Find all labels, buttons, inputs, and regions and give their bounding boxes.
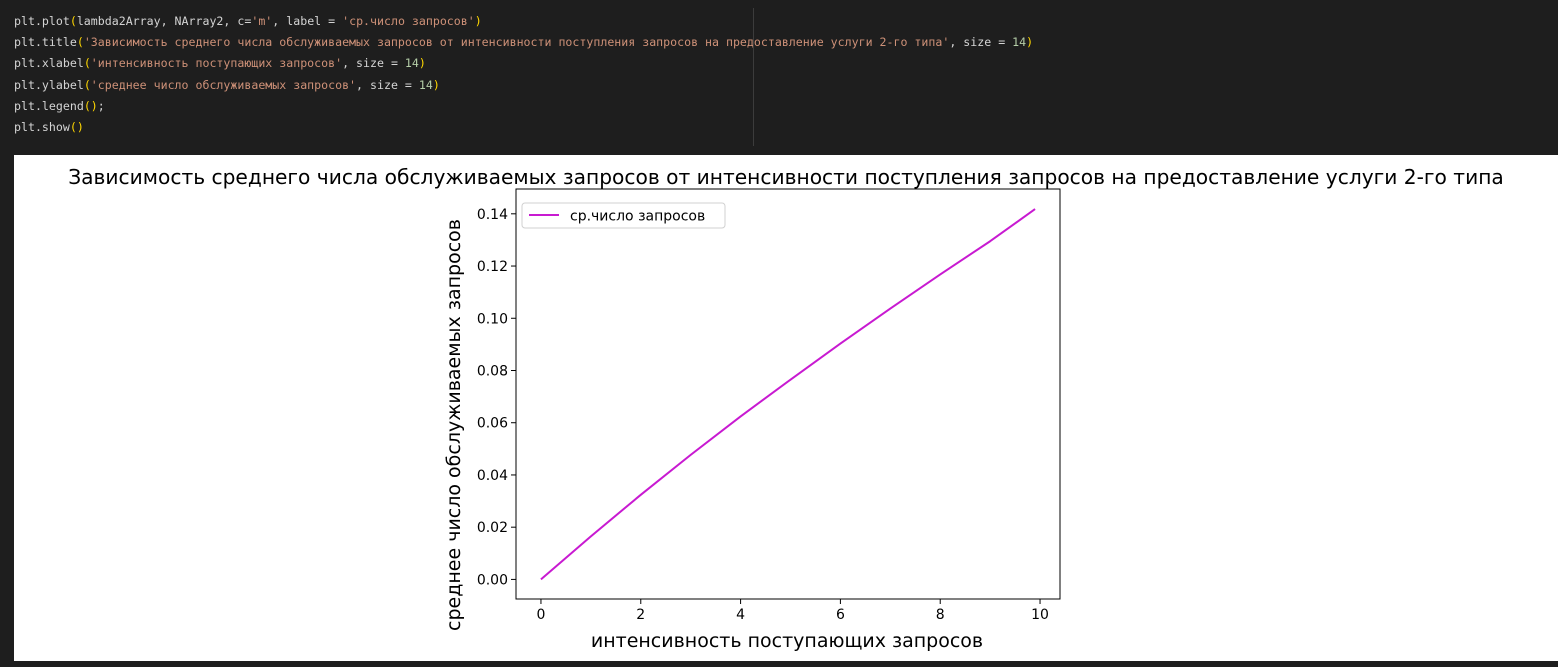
x-tick-label: 6 bbox=[836, 607, 845, 623]
code-token: 14 bbox=[418, 77, 433, 92]
code-token: ) bbox=[432, 77, 440, 92]
code-token: ( bbox=[76, 35, 84, 50]
code-token: 'Зависимость среднего числа обслуживаемы… bbox=[83, 35, 950, 50]
code-token: 'ср.число запросов' bbox=[342, 14, 475, 28]
code-line: plt.show() bbox=[14, 117, 1033, 138]
code-cell[interactable]: plt.plot(lambda2Array, NArray2, c='m', l… bbox=[0, 0, 1558, 147]
code-token: 'среднее число обслуживаемых запросов' bbox=[90, 77, 357, 92]
code-token: () bbox=[69, 119, 84, 134]
code-token: plt.title bbox=[14, 35, 77, 50]
x-tick-label: 4 bbox=[736, 607, 745, 623]
code-token: ; bbox=[97, 98, 105, 113]
code-line: plt.xlabel('интенсивность поступающих за… bbox=[14, 53, 1033, 74]
y-tick-label: 0.06 bbox=[477, 416, 508, 432]
code-token: , label = bbox=[272, 14, 343, 28]
code-token: 'm' bbox=[251, 14, 273, 28]
code-token: plt.plot bbox=[14, 14, 70, 28]
code-token: lambda2Array, NArray2, c= bbox=[76, 14, 252, 28]
plot-frame bbox=[515, 188, 1061, 600]
x-axis-label: интенсивность поступающих запросов bbox=[591, 630, 983, 652]
code-editor[interactable]: plt.plot(lambda2Array, NArray2, c='m', l… bbox=[14, 11, 1033, 138]
bottom-bar bbox=[0, 661, 1558, 667]
code-token: ) bbox=[474, 14, 482, 28]
line-chart: Зависимость среднего числа обслуживаемых… bbox=[68, 165, 1504, 652]
chart-legend: ср.число запросов bbox=[521, 202, 726, 229]
code-token: 'интенсивность поступающих запросов' bbox=[90, 56, 343, 71]
y-tick-label: 0.12 bbox=[477, 259, 508, 275]
x-tick-label: 2 bbox=[636, 607, 645, 623]
code-token: , size = bbox=[342, 56, 405, 71]
x-tick-label: 8 bbox=[936, 607, 945, 623]
y-tick-label: 0.02 bbox=[477, 520, 508, 536]
code-token: plt.legend bbox=[14, 98, 84, 113]
code-token: , size = bbox=[356, 77, 419, 92]
code-token: ) bbox=[1026, 35, 1034, 50]
code-line: plt.title('Зависимость среднего числа об… bbox=[14, 32, 1033, 53]
code-token: ( bbox=[69, 14, 77, 28]
code-token: plt.ylabel bbox=[14, 77, 84, 92]
code-line: plt.ylabel('среднее число обслуживаемых … bbox=[14, 75, 1033, 96]
code-token: ( bbox=[83, 77, 91, 92]
y-tick-label: 0.10 bbox=[477, 311, 508, 327]
y-tick-label: 0.04 bbox=[477, 468, 508, 484]
code-line: plt.plot(lambda2Array, NArray2, c='m', l… bbox=[14, 11, 1033, 32]
code-token: plt.xlabel bbox=[14, 56, 84, 71]
plot-axes: 0 2 4 6 8 10 0.00 0.02 0.04 0.06 0.08 0.10 0.12 0.14 bbox=[477, 188, 1061, 623]
code-token: , size = bbox=[949, 35, 1013, 50]
output-area: Зависимость среднего числа обслуживаемых… bbox=[14, 155, 1558, 661]
code-token: ( bbox=[83, 56, 91, 71]
code-token: () bbox=[83, 98, 98, 113]
code-token: 14 bbox=[1012, 35, 1027, 50]
y-tick-label: 0.08 bbox=[477, 363, 508, 379]
code-line: plt.legend(); bbox=[14, 96, 1033, 117]
legend-label: ср.число запросов bbox=[570, 209, 705, 225]
y-axis-label: среднее число обслуживаемых запросов bbox=[443, 219, 465, 631]
y-tick-label: 0.00 bbox=[477, 572, 508, 588]
y-tick-label: 0.14 bbox=[477, 207, 508, 223]
code-divider bbox=[753, 8, 754, 146]
legend-frame bbox=[521, 202, 726, 229]
code-token: ) bbox=[418, 56, 426, 71]
series-line bbox=[540, 208, 1036, 581]
x-tick-label: 10 bbox=[1031, 607, 1049, 623]
x-tick-label: 0 bbox=[536, 607, 545, 623]
code-token: 14 bbox=[404, 56, 419, 71]
code-token: plt.show bbox=[14, 119, 70, 134]
chart-title: Зависимость среднего числа обслуживаемых… bbox=[68, 165, 1504, 189]
